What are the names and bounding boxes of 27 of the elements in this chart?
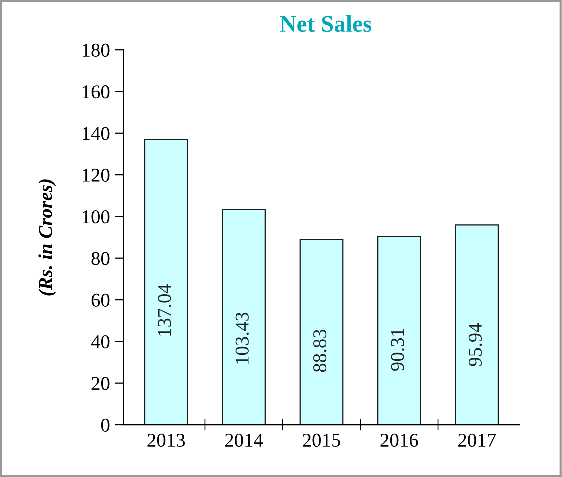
y-tick-label: 100 bbox=[82, 210, 110, 224]
bar bbox=[222, 209, 266, 426]
y-tick-label: 20 bbox=[92, 377, 110, 390]
bar bbox=[300, 239, 344, 426]
y-tick-label: 120 bbox=[82, 168, 110, 182]
data-label: 88.83 bbox=[313, 330, 327, 372]
data-label: 103.43 bbox=[236, 312, 250, 364]
y-tick-label: 60 bbox=[92, 294, 110, 307]
x-tick-label: 2017 bbox=[458, 434, 496, 448]
bar bbox=[455, 224, 500, 426]
data-label: 95.94 bbox=[468, 324, 482, 366]
x-tick-label: 2016 bbox=[380, 434, 418, 448]
y-tick-label: 140 bbox=[82, 127, 110, 140]
y-tick-label: 180 bbox=[82, 44, 110, 58]
data-label: 137.04 bbox=[158, 284, 172, 336]
chart-title: Net Sales bbox=[280, 16, 372, 32]
bar bbox=[144, 139, 188, 426]
y-tick-label: 40 bbox=[91, 336, 110, 349]
x-tick-label: 2015 bbox=[303, 434, 340, 448]
x-tick-label: 2013 bbox=[148, 434, 186, 448]
y-tick-label: 80 bbox=[92, 252, 110, 266]
x-tick-label: 2014 bbox=[225, 434, 264, 448]
y-tick-label: 0 bbox=[101, 418, 110, 432]
y-axis-title: (Rs. in Crores) bbox=[38, 180, 56, 296]
bar bbox=[378, 236, 422, 426]
data-label: 90.31 bbox=[391, 329, 404, 372]
y-tick-label: 160 bbox=[82, 86, 110, 99]
